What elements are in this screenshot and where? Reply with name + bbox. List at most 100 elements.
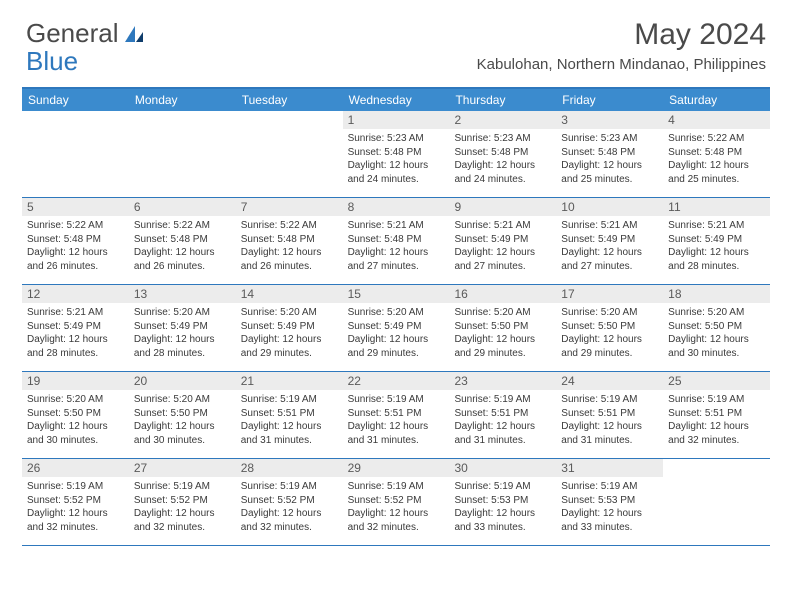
day-details: Sunrise: 5:19 AMSunset: 5:52 PMDaylight:… [129,477,236,538]
sunrise-line: Sunrise: 5:23 AM [454,132,551,146]
sunrise-line: Sunrise: 5:20 AM [348,306,445,320]
day-details: Sunrise: 5:19 AMSunset: 5:51 PMDaylight:… [449,390,556,451]
title-block: May 2024 Kabulohan, Northern Mindanao, P… [477,18,766,73]
day-number: 31 [556,459,663,477]
calendar-day: 16Sunrise: 5:20 AMSunset: 5:50 PMDayligh… [449,285,556,371]
daylight-line: Daylight: 12 hours and 30 minutes. [27,420,124,447]
calendar-day: 29Sunrise: 5:19 AMSunset: 5:52 PMDayligh… [343,459,450,545]
sunrise-line: Sunrise: 5:19 AM [454,393,551,407]
sunset-line: Sunset: 5:50 PM [454,320,551,334]
calendar-day: 22Sunrise: 5:19 AMSunset: 5:51 PMDayligh… [343,372,450,458]
day-details: Sunrise: 5:20 AMSunset: 5:50 PMDaylight:… [22,390,129,451]
daylight-line: Daylight: 12 hours and 24 minutes. [348,159,445,186]
day-details: Sunrise: 5:19 AMSunset: 5:51 PMDaylight:… [236,390,343,451]
day-number: 15 [343,285,450,303]
day-details: Sunrise: 5:20 AMSunset: 5:49 PMDaylight:… [129,303,236,364]
day-details: Sunrise: 5:21 AMSunset: 5:49 PMDaylight:… [22,303,129,364]
day-details: Sunrise: 5:22 AMSunset: 5:48 PMDaylight:… [663,129,770,190]
calendar-day: 6Sunrise: 5:22 AMSunset: 5:48 PMDaylight… [129,198,236,284]
sunrise-line: Sunrise: 5:21 AM [27,306,124,320]
day-number: 8 [343,198,450,216]
day-number: 10 [556,198,663,216]
calendar-day: 11Sunrise: 5:21 AMSunset: 5:49 PMDayligh… [663,198,770,284]
calendar-week: 12Sunrise: 5:21 AMSunset: 5:49 PMDayligh… [22,285,770,372]
calendar-day: 19Sunrise: 5:20 AMSunset: 5:50 PMDayligh… [22,372,129,458]
daylight-line: Daylight: 12 hours and 31 minutes. [348,420,445,447]
sunset-line: Sunset: 5:52 PM [134,494,231,508]
sunrise-line: Sunrise: 5:21 AM [561,219,658,233]
day-number: 7 [236,198,343,216]
dow-cell: Wednesday [343,89,450,111]
daylight-line: Daylight: 12 hours and 25 minutes. [668,159,765,186]
page-header: General May 2024 Kabulohan, Northern Min… [0,0,792,79]
day-details: Sunrise: 5:19 AMSunset: 5:51 PMDaylight:… [343,390,450,451]
day-details: Sunrise: 5:23 AMSunset: 5:48 PMDaylight:… [556,129,663,190]
month-title: May 2024 [477,18,766,52]
daylight-line: Daylight: 12 hours and 32 minutes. [241,507,338,534]
daylight-line: Daylight: 12 hours and 33 minutes. [561,507,658,534]
sunset-line: Sunset: 5:50 PM [668,320,765,334]
sunset-line: Sunset: 5:52 PM [27,494,124,508]
sunset-line: Sunset: 5:48 PM [241,233,338,247]
sunset-line: Sunset: 5:48 PM [348,233,445,247]
sunset-line: Sunset: 5:48 PM [134,233,231,247]
day-details: Sunrise: 5:20 AMSunset: 5:50 PMDaylight:… [556,303,663,364]
daylight-line: Daylight: 12 hours and 31 minutes. [561,420,658,447]
calendar-day: . [236,111,343,197]
day-number: 6 [129,198,236,216]
day-details [22,129,129,136]
sunset-line: Sunset: 5:49 PM [134,320,231,334]
sunset-line: Sunset: 5:51 PM [561,407,658,421]
location-line: Kabulohan, Northern Mindanao, Philippine… [477,56,766,73]
sunrise-line: Sunrise: 5:19 AM [134,480,231,494]
sunset-line: Sunset: 5:52 PM [241,494,338,508]
dow-cell: Sunday [22,89,129,111]
brand-word2: Blue [26,46,78,77]
day-number: 13 [129,285,236,303]
sunrise-line: Sunrise: 5:22 AM [27,219,124,233]
day-number: 1 [343,111,450,129]
day-number: 21 [236,372,343,390]
sunrise-line: Sunrise: 5:19 AM [27,480,124,494]
calendar-day: 23Sunrise: 5:19 AMSunset: 5:51 PMDayligh… [449,372,556,458]
daylight-line: Daylight: 12 hours and 32 minutes. [27,507,124,534]
sunrise-line: Sunrise: 5:20 AM [134,393,231,407]
sunset-line: Sunset: 5:49 PM [241,320,338,334]
day-number: 19 [22,372,129,390]
calendar-day: 25Sunrise: 5:19 AMSunset: 5:51 PMDayligh… [663,372,770,458]
calendar-day: 10Sunrise: 5:21 AMSunset: 5:49 PMDayligh… [556,198,663,284]
daylight-line: Daylight: 12 hours and 31 minutes. [241,420,338,447]
sunrise-line: Sunrise: 5:22 AM [241,219,338,233]
day-details [236,129,343,136]
day-number: 27 [129,459,236,477]
calendar-day: 18Sunrise: 5:20 AMSunset: 5:50 PMDayligh… [663,285,770,371]
day-details: Sunrise: 5:19 AMSunset: 5:52 PMDaylight:… [22,477,129,538]
day-details: Sunrise: 5:21 AMSunset: 5:49 PMDaylight:… [663,216,770,277]
calendar-day: 30Sunrise: 5:19 AMSunset: 5:53 PMDayligh… [449,459,556,545]
calendar-day: . [663,459,770,545]
calendar-week: 5Sunrise: 5:22 AMSunset: 5:48 PMDaylight… [22,198,770,285]
dow-cell: Friday [556,89,663,111]
sunrise-line: Sunrise: 5:19 AM [561,393,658,407]
day-number: 30 [449,459,556,477]
daylight-line: Daylight: 12 hours and 31 minutes. [454,420,551,447]
day-details: Sunrise: 5:19 AMSunset: 5:53 PMDaylight:… [449,477,556,538]
calendar-day: 13Sunrise: 5:20 AMSunset: 5:49 PMDayligh… [129,285,236,371]
sunset-line: Sunset: 5:48 PM [454,146,551,160]
calendar-day: 15Sunrise: 5:20 AMSunset: 5:49 PMDayligh… [343,285,450,371]
daylight-line: Daylight: 12 hours and 32 minutes. [134,507,231,534]
daylight-line: Daylight: 12 hours and 30 minutes. [668,333,765,360]
day-details: Sunrise: 5:19 AMSunset: 5:51 PMDaylight:… [556,390,663,451]
daylight-line: Daylight: 12 hours and 29 minutes. [241,333,338,360]
dow-cell: Saturday [663,89,770,111]
calendar-day: 2Sunrise: 5:23 AMSunset: 5:48 PMDaylight… [449,111,556,197]
day-details: Sunrise: 5:20 AMSunset: 5:50 PMDaylight:… [663,303,770,364]
calendar-week: 26Sunrise: 5:19 AMSunset: 5:52 PMDayligh… [22,459,770,546]
calendar-day: 21Sunrise: 5:19 AMSunset: 5:51 PMDayligh… [236,372,343,458]
calendar-week: 19Sunrise: 5:20 AMSunset: 5:50 PMDayligh… [22,372,770,459]
calendar-day: 27Sunrise: 5:19 AMSunset: 5:52 PMDayligh… [129,459,236,545]
calendar-day: 1Sunrise: 5:23 AMSunset: 5:48 PMDaylight… [343,111,450,197]
sunrise-line: Sunrise: 5:19 AM [561,480,658,494]
day-details: Sunrise: 5:20 AMSunset: 5:49 PMDaylight:… [236,303,343,364]
sunset-line: Sunset: 5:53 PM [454,494,551,508]
